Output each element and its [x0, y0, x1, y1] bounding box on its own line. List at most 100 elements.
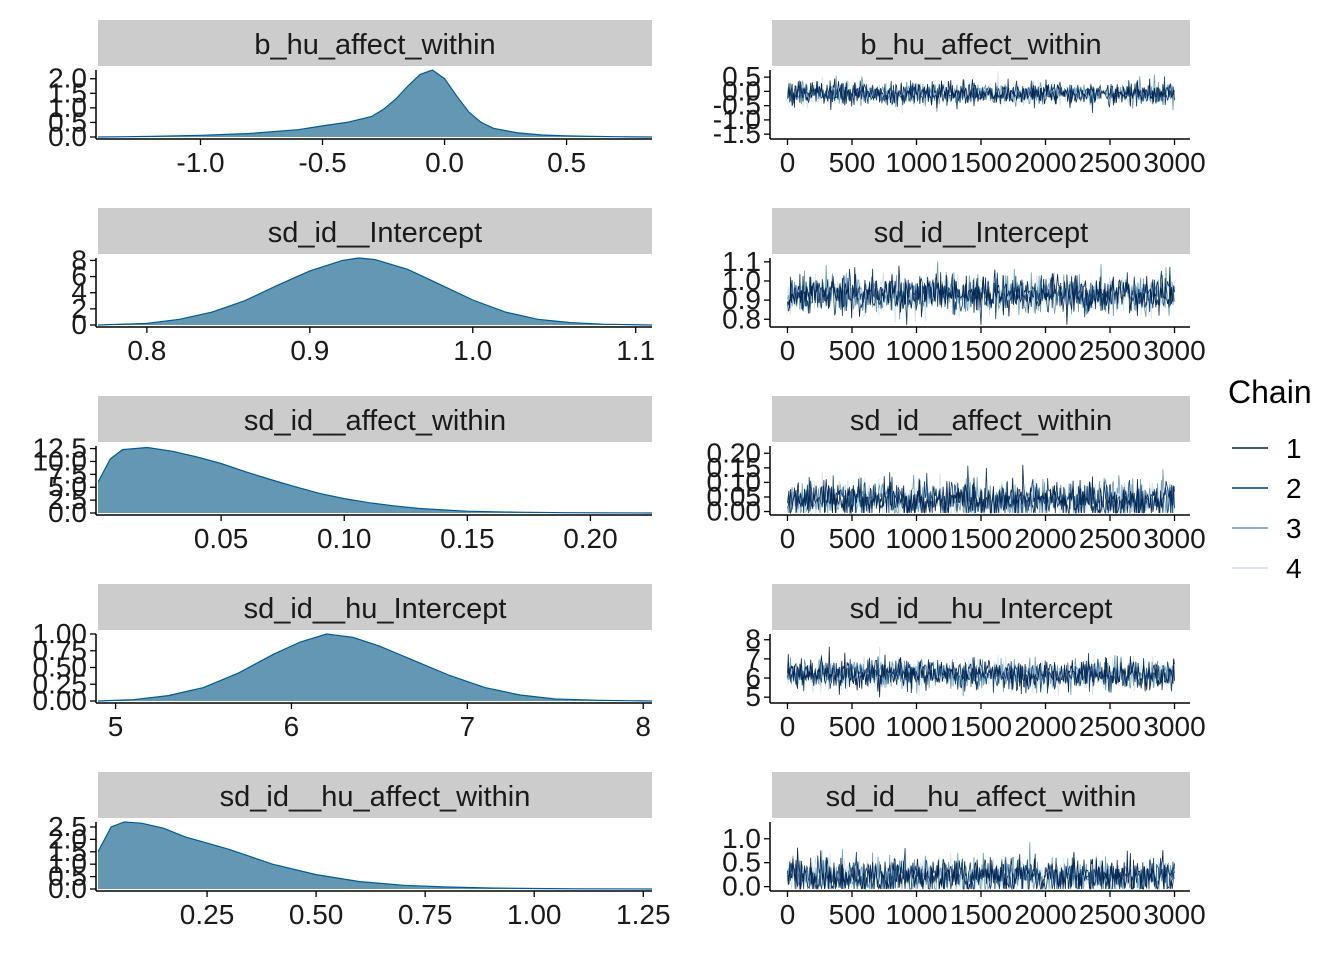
panel-trace-1: sd_id__Intercept 0.80.91.01.1 0 500 1000 1500… — [722, 208, 1206, 366]
x-tick-label: 1.25 — [616, 899, 671, 930]
x-tick-label: 3000 — [1143, 335, 1205, 366]
y-tick-label: 0.20 — [707, 437, 762, 468]
trace-chain-1 — [787, 78, 1175, 111]
x-tick-label: 0.25 — [180, 899, 235, 930]
facet-strip — [772, 20, 1190, 66]
legend-entry-4: 4 — [1232, 553, 1302, 584]
density-line — [98, 821, 652, 890]
legend-label: 2 — [1286, 473, 1302, 504]
x-tick-label: 0 — [780, 523, 796, 554]
y-tick-label: 1.0 — [48, 92, 87, 123]
x-tick-label: 500 — [829, 711, 876, 742]
y-tick-label: 2.0 — [48, 63, 87, 94]
trace-chain-2 — [787, 465, 1175, 515]
y-tick-label: 2.5 — [48, 811, 87, 842]
x-tick-label: 500 — [829, 899, 876, 930]
y-tick-label: 10.0 — [33, 445, 88, 476]
y-tick-label: 0.5 — [48, 861, 87, 892]
y-tick-label: 0.8 — [722, 303, 761, 334]
x-tick-label: 8 — [635, 711, 651, 742]
y-tick-label: -1.0 — [713, 104, 761, 135]
x-tick-label: 3000 — [1143, 147, 1205, 178]
legend-entry-3: 3 — [1232, 513, 1302, 544]
plot-area — [787, 261, 1175, 326]
facet-strip — [772, 772, 1190, 818]
y-tick-label: 0.50 — [33, 652, 88, 683]
plot-area — [787, 842, 1175, 891]
plot-area — [98, 69, 652, 138]
y-tick-label: 1.5 — [48, 836, 87, 867]
y-tick-label: 7 — [745, 643, 761, 674]
facet-strip-label: sd_id__Intercept — [268, 217, 482, 249]
panel-density-2: sd_id__affect_within 0.02.55.07.510.012.5… — [33, 396, 652, 554]
plot-area — [787, 646, 1175, 698]
facet-strip — [98, 772, 652, 818]
y-tick-label: 6 — [745, 662, 761, 693]
x-tick-label: 2000 — [1014, 147, 1076, 178]
x-tick-label: 2000 — [1014, 335, 1076, 366]
x-tick-label: 0.10 — [317, 523, 372, 554]
y-tick-label: 0 — [71, 309, 87, 340]
x-tick-label: 0 — [780, 711, 796, 742]
y-tick-label: 0.5 — [722, 847, 761, 878]
y-tick-label: 1.5 — [48, 77, 87, 108]
y-tick-label: 1.1 — [722, 246, 761, 277]
trace-chain-1 — [787, 847, 1175, 891]
y-tick-label: 0.00 — [33, 685, 88, 716]
facet-strip — [772, 208, 1190, 254]
plot-area — [98, 257, 652, 326]
x-tick-label: 1500 — [950, 523, 1012, 554]
x-tick-label: 0.75 — [398, 899, 453, 930]
y-tick-label: 0.0 — [722, 871, 761, 902]
x-tick-label: 1000 — [885, 147, 947, 178]
y-tick-label: 1.00 — [33, 618, 88, 649]
y-tick-label: 0.15 — [707, 452, 762, 483]
x-tick-label: 500 — [829, 523, 876, 554]
x-tick-label: 1500 — [950, 899, 1012, 930]
facet-strip — [98, 396, 652, 442]
facet-strip-label: sd_id__Intercept — [874, 217, 1088, 249]
facet-strip-label: b_hu_affect_within — [254, 29, 495, 61]
chain-legend: Chain 1 2 3 4 — [1228, 374, 1312, 584]
trace-chain-2 — [787, 76, 1175, 113]
x-tick-label: 0.15 — [440, 523, 495, 554]
y-tick-label: 7.5 — [48, 458, 87, 489]
panel-trace-2: sd_id__affect_within 0.000.050.100.150.20… — [707, 396, 1206, 554]
legend-entry-1: 1 — [1232, 433, 1302, 464]
x-tick-label: 5 — [108, 711, 124, 742]
x-tick-label: 0 — [780, 147, 796, 178]
density-area — [98, 822, 652, 889]
legend-label: 3 — [1286, 513, 1302, 544]
density-area — [98, 258, 652, 325]
facet-strip-label: sd_id__affect_within — [850, 405, 1112, 437]
y-tick-label: 1.0 — [722, 823, 761, 854]
x-tick-label: 1000 — [885, 899, 947, 930]
y-tick-label: -0.5 — [713, 90, 761, 121]
x-tick-label: 2500 — [1079, 899, 1141, 930]
x-tick-label: 1000 — [885, 335, 947, 366]
y-tick-label: 5 — [745, 681, 761, 712]
y-tick-label: 2 — [71, 293, 87, 324]
y-tick-label: 0.0 — [48, 873, 87, 904]
y-tick-label: -1.5 — [713, 118, 761, 149]
density-line — [98, 69, 652, 138]
x-tick-label: 2500 — [1079, 523, 1141, 554]
x-tick-label: 0 — [780, 335, 796, 366]
x-tick-label: 2500 — [1079, 711, 1141, 742]
x-tick-label: 0.20 — [563, 523, 618, 554]
x-tick-label: 2000 — [1014, 899, 1076, 930]
trace-chain-3 — [787, 261, 1175, 320]
facet-strip — [98, 208, 652, 254]
x-tick-label: 2500 — [1079, 335, 1141, 366]
legend-title: Chain — [1228, 374, 1312, 410]
x-tick-label: 0.50 — [289, 899, 344, 930]
plot-area — [98, 446, 652, 514]
x-tick-label: 0.5 — [547, 147, 586, 178]
x-tick-label: 1.1 — [616, 335, 655, 366]
facet-strip — [772, 396, 1190, 442]
x-tick-label: 500 — [829, 147, 876, 178]
